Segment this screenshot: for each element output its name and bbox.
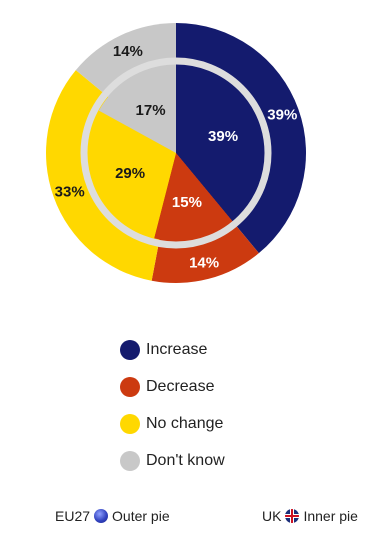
legend: Increase Decrease No change Don't know — [120, 338, 225, 486]
legend-item-no-change: No change — [120, 412, 225, 436]
footer-outer-label: Outer pie — [112, 508, 170, 524]
legend-item-decrease: Decrease — [120, 375, 225, 399]
inner-label-decrease: 15% — [172, 194, 202, 211]
legend-swatch-increase — [120, 340, 140, 360]
inner-label-increase: 39% — [208, 128, 238, 145]
footer-inner-pie-note: UK Inner pie — [262, 508, 358, 524]
inner-label-no-change: 29% — [115, 165, 145, 182]
inner-slice-decrease — [154, 153, 233, 241]
legend-item-increase: Increase — [120, 338, 225, 362]
legend-swatch-no-change — [120, 414, 140, 434]
outer-label-don-t-know: 14% — [113, 43, 143, 60]
inner-slice-don-t-know — [98, 65, 176, 153]
outer-label-no-change: 33% — [55, 183, 85, 200]
inner-label-don-t-know: 17% — [136, 102, 166, 119]
uk-flag-icon — [285, 509, 300, 523]
footer-inner-label: Inner pie — [303, 508, 358, 524]
inner-pie — [88, 65, 264, 241]
legend-label: Decrease — [146, 378, 215, 395]
inner-slice-increase — [176, 65, 264, 221]
footer-outer-pie-note: EU27 Outer pie — [55, 508, 170, 524]
legend-label: Don't know — [146, 452, 225, 469]
eu-flag-icon — [94, 509, 109, 523]
outer-label-decrease: 14% — [189, 254, 219, 271]
footer-outer-country: EU27 — [55, 508, 91, 524]
outer-label-increase: 39% — [267, 107, 297, 124]
legend-item-dont-know: Don't know — [120, 449, 225, 473]
inner-slice-no-change — [88, 110, 176, 239]
legend-swatch-decrease — [120, 377, 140, 397]
legend-label: No change — [146, 415, 224, 432]
slice-labels: 39% 14% 33% 14% 39% 15% 29% 17% — [55, 43, 298, 272]
pie-separator-ring — [80, 57, 272, 249]
footer-inner-country: UK — [262, 508, 282, 524]
legend-swatch-dont-know — [120, 451, 140, 471]
legend-label: Increase — [146, 341, 208, 358]
